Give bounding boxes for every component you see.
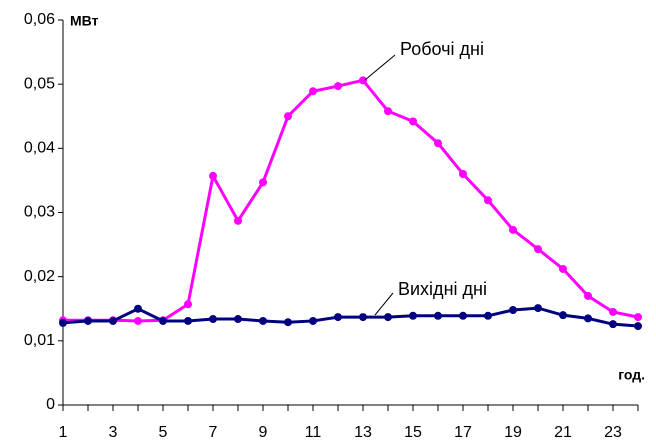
x-tick-label: 13 [354, 424, 372, 441]
series-label: Робочі дні [400, 39, 484, 59]
data-point [559, 311, 567, 320]
data-point [584, 314, 592, 323]
x-tick-label: 1 [59, 424, 68, 441]
data-point [409, 117, 417, 126]
data-point [409, 311, 417, 320]
y-tick-label: 0,01 [24, 332, 55, 349]
data-point [284, 112, 292, 121]
data-point [584, 291, 592, 300]
x-tick-label: 3 [109, 424, 118, 441]
data-point [209, 171, 217, 180]
data-point [484, 311, 492, 320]
data-point [634, 313, 642, 322]
data-point [284, 318, 292, 327]
x-tick-label: 23 [604, 424, 622, 441]
x-tick-label: 19 [504, 424, 522, 441]
data-point [434, 139, 442, 148]
x-tick-label: 7 [209, 424, 218, 441]
x-axis-label: год. [618, 367, 645, 383]
data-point [159, 316, 167, 325]
y-tick-label: 0,06 [24, 11, 55, 28]
data-point [609, 307, 617, 316]
data-point [359, 313, 367, 322]
data-point [309, 316, 317, 325]
data-point [534, 245, 542, 254]
data-point [234, 216, 242, 225]
data-point [334, 82, 342, 91]
data-point [509, 306, 517, 315]
y-tick-label: 0,02 [24, 268, 55, 285]
x-tick-label: 21 [554, 424, 572, 441]
y-tick-label: 0 [46, 396, 55, 413]
data-point [59, 318, 67, 327]
data-point [559, 264, 567, 273]
data-point [359, 76, 367, 85]
data-point [509, 225, 517, 234]
data-point [459, 170, 467, 178]
data-point [109, 316, 117, 325]
data-point [209, 315, 217, 324]
x-tick-label: 5 [159, 424, 168, 441]
x-tick-label: 9 [259, 424, 268, 441]
series-label: Вихідні дні [398, 279, 487, 299]
leader-line [374, 292, 394, 316]
data-point [184, 300, 192, 309]
y-tick-label: 0,04 [24, 140, 55, 157]
data-point [634, 322, 642, 331]
data-point [134, 316, 142, 325]
data-point [309, 87, 317, 96]
data-point [234, 315, 242, 324]
data-point [384, 313, 392, 322]
y-tick-label: 0,05 [24, 75, 55, 92]
y-tick-label: 0,03 [24, 204, 55, 221]
x-tick-label: 15 [404, 424, 422, 441]
data-point [84, 316, 92, 325]
data-point [434, 311, 442, 320]
data-point [384, 107, 392, 116]
data-point [334, 313, 342, 322]
data-point [484, 196, 492, 205]
x-tick-label: 11 [305, 424, 322, 441]
data-point [459, 311, 467, 320]
y-axis-label: МВт [70, 13, 99, 29]
data-point [184, 316, 192, 325]
data-point [134, 304, 142, 313]
data-point [534, 304, 542, 313]
x-tick-label: 17 [454, 424, 472, 441]
series-line [62, 306, 639, 328]
data-point [259, 178, 267, 187]
data-point [609, 320, 617, 329]
data-point [259, 316, 267, 325]
series-line [63, 78, 639, 323]
leader-line [364, 54, 396, 81]
